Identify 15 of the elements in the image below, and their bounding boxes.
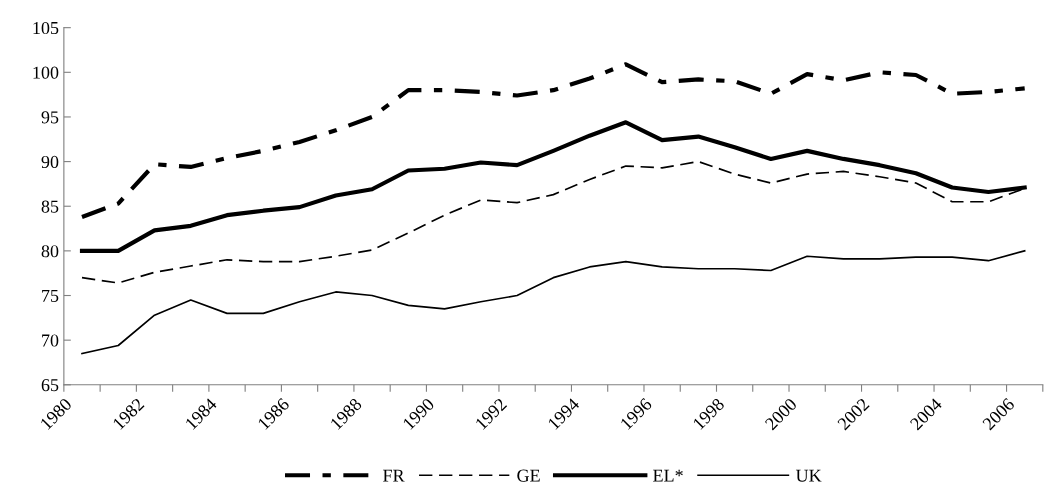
- y-tick-label: 85: [41, 200, 59, 213]
- y-tick-label: 90: [41, 155, 59, 169]
- legend-label: EL*: [653, 469, 683, 482]
- legend-label: FR: [383, 469, 405, 482]
- y-tick-label: 65: [41, 379, 59, 392]
- y-tick-label: 105: [33, 21, 59, 35]
- legend-label: UK: [795, 469, 822, 482]
- y-tick-label: 70: [42, 334, 59, 347]
- y-tick-label: 75: [42, 289, 59, 302]
- y-tick-label: 95: [41, 111, 59, 124]
- y-tick-label: 100: [33, 66, 59, 79]
- legend-label: GE: [517, 469, 540, 482]
- y-tick-label: 80: [41, 245, 59, 258]
- line-series: [79, 62, 1027, 220]
- line-series: [81, 250, 1026, 355]
